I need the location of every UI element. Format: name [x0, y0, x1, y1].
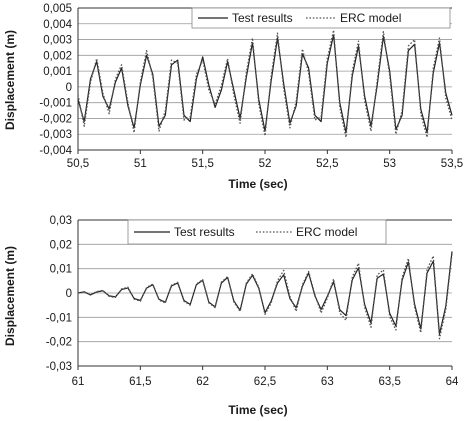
- top-x-tick-label: 52: [259, 158, 272, 170]
- top-y-tick-label: -0,001: [39, 98, 72, 110]
- bottom-y-tick-label: -0,02: [46, 337, 72, 349]
- top-y-tick-label: 0,004: [43, 19, 72, 31]
- bottom-y-tick-label: -0,03: [46, 361, 72, 373]
- bottom-x-tick-label: 61,5: [129, 376, 151, 388]
- bottom-x-tick-label: 63: [321, 376, 334, 388]
- bottom-x-tick-label: 63,5: [378, 376, 400, 388]
- top-x-tick-label: 51: [134, 158, 147, 170]
- chart-bottom-xlabel: Time (sec): [228, 403, 287, 417]
- chart-bottom-series: [77, 251, 453, 340]
- bottom-x-tick-label: 62: [196, 376, 209, 388]
- top-x-tick-label: 53,5: [441, 158, 463, 170]
- chart-top-ylabel: Displacement (m): [3, 30, 17, 130]
- chart-top-legend: Test results ERC model: [191, 7, 451, 29]
- bottom-x-tick-label: 61: [72, 376, 85, 388]
- bottom-x-tick-label: 64: [446, 376, 459, 388]
- chart-top-series: [77, 29, 453, 139]
- chart-bottom-y-axis: 0,03 0,02 0,01 0 -0,01 -0,02 -0,03: [46, 215, 72, 373]
- top-series-test-results: [77, 34, 453, 134]
- bottom-series-erc-model: [77, 253, 453, 340]
- chart-bottom-x-axis: 61 61,5 62 62,5 63 63,5 64: [72, 366, 459, 388]
- top-x-tick-label: 53: [383, 158, 396, 170]
- top-x-tick-label: 50,5: [67, 158, 89, 170]
- top-legend-label-test-results: Test results: [232, 11, 293, 25]
- chart-top-y-axis: 0,005 0,004 0,003 0,002 0,001 0 -0,001 -0,002 -0…: [39, 3, 72, 157]
- chart-bottom: 0,03 0,02 0,01 0 -0,01 -0,02 -0,03 61 61,5 62 62,…: [3, 215, 459, 417]
- top-y-tick-label: -0,002: [39, 113, 72, 125]
- top-x-tick-label: 51,5: [191, 158, 213, 170]
- bottom-y-tick-label: 0,01: [50, 264, 72, 276]
- top-y-tick-label: 0: [66, 82, 72, 94]
- bottom-x-tick-label: 62,5: [254, 376, 276, 388]
- bottom-legend-label-test-results: Test results: [174, 225, 235, 239]
- bottom-y-tick-label: -0,01: [46, 312, 72, 324]
- top-y-tick-label: 0,002: [43, 50, 72, 62]
- top-y-tick-label: 0,001: [43, 66, 72, 78]
- top-y-tick-label: -0,003: [39, 129, 72, 141]
- chart-top-xlabel: Time (sec): [228, 177, 287, 191]
- top-y-tick-label: 0,005: [43, 3, 72, 15]
- chart-bottom-legend: Test results ERC model: [127, 219, 387, 245]
- chart-top: 0,005 0,004 0,003 0,002 0,001 0 -0,001 -0,002 -0…: [3, 3, 463, 191]
- bottom-y-tick-label: 0,03: [50, 215, 72, 227]
- chart-top-x-axis: 50,5 51 51,5 52 52,5 53 53,5: [67, 150, 463, 170]
- top-y-tick-label: 0,003: [43, 35, 72, 47]
- top-x-tick-label: 52,5: [316, 158, 338, 170]
- top-series-erc-model: [77, 29, 453, 139]
- top-legend-label-erc-model: ERC model: [340, 11, 401, 25]
- bottom-y-tick-label: 0,02: [50, 239, 72, 251]
- bottom-legend-label-erc-model: ERC model: [296, 225, 357, 239]
- chart-bottom-ylabel: Displacement (m): [3, 246, 17, 346]
- top-y-tick-label: -0,004: [39, 145, 72, 157]
- bottom-y-tick-label: 0: [66, 288, 72, 300]
